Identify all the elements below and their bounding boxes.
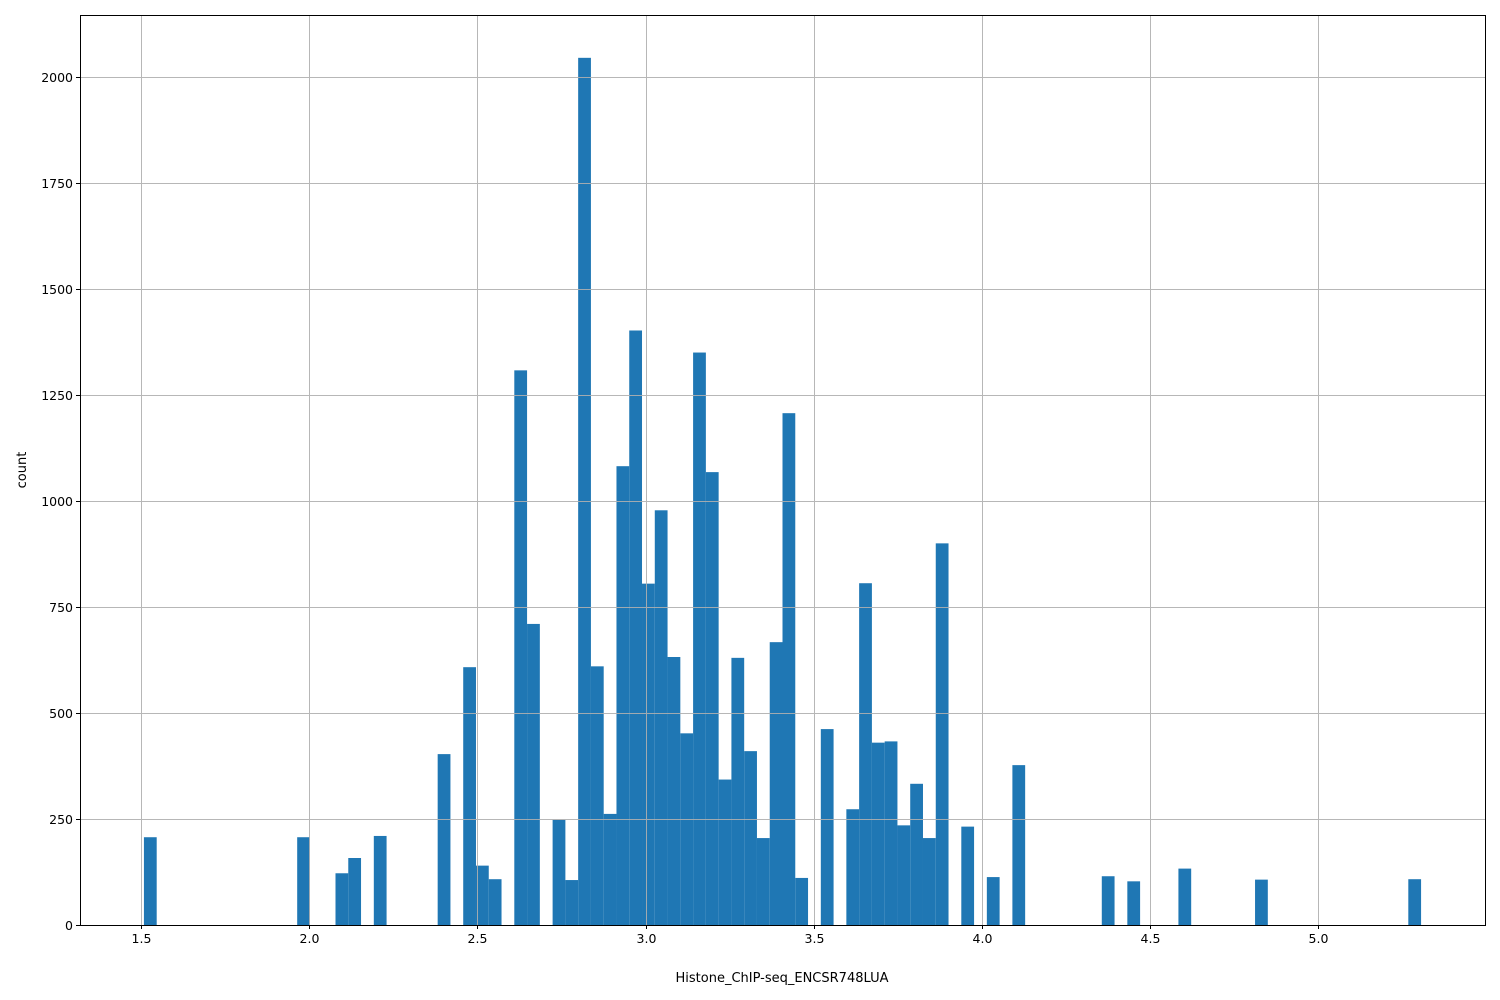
- histogram-bar: [616, 466, 630, 925]
- y-tick-label: 1750: [41, 176, 73, 191]
- y-tick-label: 1250: [41, 388, 73, 403]
- histogram-bar: [578, 57, 591, 926]
- histogram-bar: [437, 754, 451, 925]
- y-tick: 2000: [41, 70, 80, 85]
- bars: [143, 57, 1422, 926]
- x-tick: 5.0: [1309, 925, 1329, 946]
- histogram-bar: [463, 667, 476, 925]
- histogram-bar: [603, 813, 617, 925]
- histogram-bar: [565, 880, 579, 925]
- histogram-bar: [884, 741, 898, 925]
- histogram-bar: [143, 837, 157, 925]
- y-tick: 1000: [41, 494, 80, 509]
- plot-frame: [80, 15, 1486, 926]
- histogram-bar: [335, 873, 349, 925]
- histogram-bar: [1178, 868, 1192, 925]
- histogram-bar: [297, 837, 310, 925]
- histogram-bar: [590, 666, 604, 925]
- histogram-bar: [731, 657, 745, 925]
- x-tick: 1.5: [132, 925, 152, 946]
- histogram-bar: [1255, 879, 1268, 925]
- y-tick: 750: [49, 600, 80, 615]
- histogram-bar: [693, 352, 706, 925]
- histogram-bar: [642, 583, 655, 925]
- x-tick: 4.0: [973, 925, 993, 946]
- histogram-bar: [1101, 876, 1115, 925]
- histogram-bar: [488, 879, 502, 925]
- x-tick-label: 3.0: [637, 931, 657, 946]
- histogram-bar: [654, 510, 668, 925]
- histogram-bar: [922, 838, 936, 925]
- x-tick-label: 5.0: [1309, 931, 1329, 946]
- histogram-bar: [718, 779, 732, 925]
- x-tick-label: 4.0: [973, 931, 993, 946]
- histogram-bar: [705, 472, 719, 925]
- y-tick-label: 0: [65, 918, 73, 933]
- histogram-bar: [935, 543, 949, 925]
- histogram-bar: [820, 729, 834, 925]
- y-tick-label: 1000: [41, 494, 73, 509]
- histogram-bar: [986, 877, 1000, 925]
- histogram-bar: [667, 657, 681, 925]
- histogram-bar: [1127, 881, 1141, 925]
- y-tick-label: 2000: [41, 70, 73, 85]
- histogram-bar: [782, 413, 796, 925]
- y-tick-label: 1500: [41, 282, 73, 297]
- histogram-bar: [552, 819, 566, 925]
- histogram-bar: [859, 583, 872, 925]
- histogram-bar: [897, 825, 911, 925]
- y-tick-label: 750: [49, 600, 73, 615]
- histogram-bar: [475, 865, 489, 925]
- histogram-bar: [744, 751, 757, 925]
- y-tick: 0: [65, 918, 80, 933]
- histogram-bar: [756, 838, 770, 925]
- x-tick-label: 4.5: [1141, 931, 1161, 946]
- histogram-bar: [910, 783, 923, 925]
- y-axis-label: count: [15, 452, 30, 489]
- histogram-bar: [1408, 879, 1422, 925]
- histogram-bar: [961, 826, 975, 925]
- x-tick: 3.0: [637, 925, 657, 946]
- histogram-bar: [680, 733, 694, 925]
- histogram-bar: [373, 835, 387, 925]
- x-tick: 4.5: [1141, 925, 1161, 946]
- y-tick: 250: [49, 812, 80, 827]
- y-axis-ticks: 0 250 500 750 1000 1250 1500 1750 2000: [41, 70, 80, 933]
- x-tick-label: 1.5: [132, 931, 152, 946]
- histogram-bar: [846, 809, 860, 925]
- histogram-bar: [348, 858, 362, 925]
- histogram-bar: [527, 623, 540, 925]
- x-tick: 3.5: [805, 925, 825, 946]
- y-tick: 500: [49, 706, 80, 721]
- histogram-bar: [769, 642, 783, 925]
- histogram-bar: [795, 877, 809, 925]
- y-tick: 1500: [41, 282, 80, 297]
- histogram-bar: [1012, 765, 1026, 925]
- x-axis-label: Histone_ChIP-seq_ENCSR748LUA: [676, 971, 889, 986]
- histogram-bar: [629, 330, 643, 926]
- x-tick: 2.0: [300, 925, 320, 946]
- histogram-bar: [871, 742, 885, 925]
- y-tick-label: 250: [49, 812, 73, 827]
- x-tick-label: 2.5: [468, 931, 488, 946]
- y-tick: 1250: [41, 388, 80, 403]
- x-tick-label: 2.0: [300, 931, 320, 946]
- x-tick-label: 3.5: [805, 931, 825, 946]
- x-axis-ticks: 1.5 2.0 2.5 3.0 3.5 4.0 4.5 5.0: [132, 925, 1329, 946]
- histogram-bar: [514, 370, 528, 925]
- y-tick: 1750: [41, 176, 80, 191]
- y-tick-label: 500: [49, 706, 73, 721]
- x-tick: 2.5: [468, 925, 488, 946]
